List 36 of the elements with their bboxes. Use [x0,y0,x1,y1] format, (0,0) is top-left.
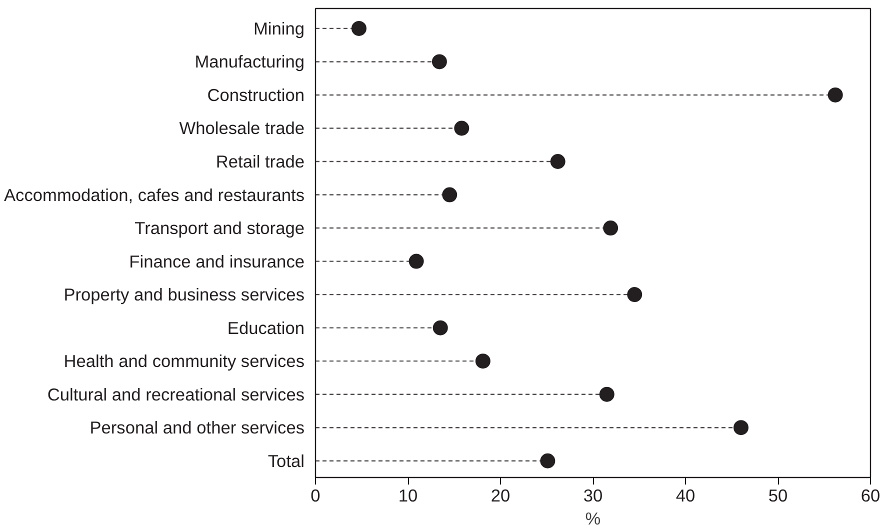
point [475,354,490,369]
point [351,20,366,36]
x-tick-label: 30 [583,486,603,506]
y-tick-label: Manufacturing [194,52,305,72]
point [540,453,556,468]
point [603,220,618,236]
y-tick-label: Transport and storage [134,218,305,238]
point [734,420,748,436]
x-tick-label: 60 [860,486,880,506]
point [599,386,614,402]
point [432,320,448,336]
y-tick-label: Education [227,318,305,338]
point [627,287,642,302]
point [828,87,843,102]
point [442,187,458,202]
y-tick-label: Personal and other services [90,418,305,438]
x-tick-label: 50 [768,486,788,506]
x-axis-title: % [585,508,601,528]
point [408,254,424,269]
x-tick-label: 40 [676,486,696,506]
y-tick-label: Total [268,450,305,471]
point [432,54,447,70]
point [454,120,470,136]
x-tick-label: 20 [490,486,510,506]
y-tick-label: Cultural and recreational services [47,384,305,404]
y-tick-label: Construction [207,84,305,105]
point [550,154,566,169]
x-tick-label: 10 [398,486,418,506]
y-tick-label: Mining [253,18,304,38]
y-tick-label: Wholesale trade [179,118,305,138]
x-tick-label: 0 [310,486,320,506]
y-tick-label: Health and community services [64,351,305,372]
y-tick-label: Finance and insurance [129,251,305,272]
y-tick-label: Property and business services [64,284,305,305]
y-tick-label: Retail trade [216,152,305,172]
y-tick-label: Accommodation, cafes and restaurants [4,184,305,205]
